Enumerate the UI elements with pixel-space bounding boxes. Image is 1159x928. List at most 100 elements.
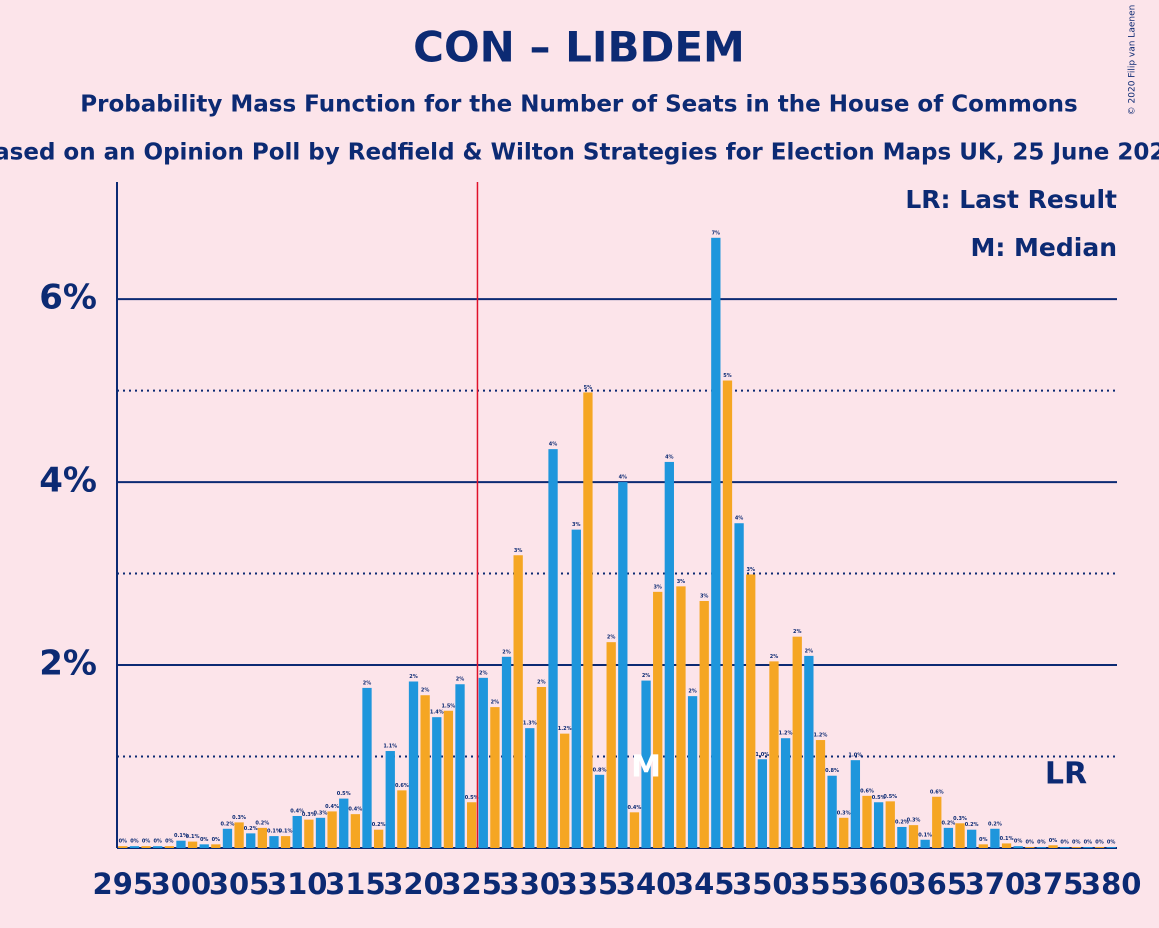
- value-label: 1.2%: [814, 733, 828, 739]
- value-label: 0.2%: [895, 819, 909, 825]
- value-label: 1.0%: [848, 753, 862, 759]
- value-label: 0.2%: [988, 821, 1002, 827]
- x-tick-label: 305: [209, 867, 270, 901]
- value-label: 0.4%: [628, 805, 642, 811]
- value-label: 2%: [805, 648, 814, 654]
- value-label: 0.1%: [1000, 836, 1014, 842]
- bar: [222, 828, 233, 848]
- x-tick-label: 355: [790, 867, 851, 901]
- bar: [850, 760, 861, 848]
- value-label: 0.5%: [883, 794, 897, 800]
- value-label: 2%: [688, 689, 697, 695]
- x-tick-label: 370: [965, 867, 1026, 901]
- bar: [292, 815, 302, 848]
- bar: [641, 680, 651, 848]
- value-label: 1.4%: [430, 710, 444, 716]
- value-label: 2%: [409, 674, 418, 680]
- legend-text: LR: Last Result: [905, 185, 1117, 214]
- bar: [1106, 847, 1116, 848]
- bar: [1083, 847, 1093, 848]
- bar: [141, 846, 151, 848]
- value-label: 5%: [584, 385, 593, 391]
- value-label: 0%: [1014, 839, 1023, 845]
- bar: [246, 833, 256, 848]
- bar: [804, 655, 814, 848]
- value-label: 0.1%: [918, 832, 932, 838]
- bar: [967, 829, 977, 848]
- bar: [397, 790, 407, 848]
- bar: [164, 846, 174, 848]
- chart-title: CON – LIBDEM: [413, 23, 745, 72]
- bar: [1048, 845, 1058, 848]
- value-label: 0%: [1095, 840, 1104, 846]
- bar: [606, 642, 616, 848]
- bar: [385, 751, 395, 848]
- value-label: 2%: [421, 688, 430, 694]
- bar: [408, 681, 419, 848]
- value-label: 0.1%: [279, 829, 293, 835]
- bar: [1094, 847, 1105, 848]
- x-tick-label: 380: [1081, 867, 1142, 901]
- chart-subtitle: Based on an Opinion Poll by Redfield & W…: [0, 140, 1159, 166]
- value-label: 2%: [642, 673, 651, 679]
- value-label: 5%: [723, 373, 732, 379]
- value-label: 2%: [537, 679, 546, 685]
- value-label: 1.3%: [523, 721, 537, 727]
- value-label: 1.0%: [755, 752, 769, 758]
- x-tick-label: 345: [674, 867, 735, 901]
- bar: [711, 237, 721, 849]
- value-label: 0%: [165, 839, 174, 845]
- last-result-label: LR: [1045, 757, 1087, 792]
- x-tick-label: 340: [616, 867, 677, 901]
- value-label: 0.3%: [837, 810, 851, 816]
- bar: [1036, 847, 1047, 848]
- value-label: 2%: [770, 654, 779, 660]
- bar: [676, 586, 686, 848]
- bar: [943, 827, 954, 848]
- bar: [455, 684, 465, 848]
- bar: [176, 840, 186, 848]
- credit: © 2020 Filip van Laenen: [1128, 5, 1138, 116]
- bar: [1001, 843, 1012, 848]
- value-label: 0.2%: [372, 822, 386, 828]
- value-label: 0%: [1072, 840, 1081, 846]
- bar: [211, 844, 221, 848]
- bar: [373, 829, 384, 848]
- value-label: 2%: [479, 670, 488, 676]
- value-label: 0.2%: [255, 820, 269, 826]
- bar: [501, 656, 512, 848]
- bar: [664, 461, 674, 848]
- bar: [560, 733, 570, 848]
- bar: [757, 759, 767, 848]
- value-label: 1.5%: [441, 703, 455, 709]
- x-tick-label: 295: [93, 867, 154, 901]
- bar: [571, 529, 581, 848]
- bar: [478, 677, 488, 848]
- bar: [443, 710, 454, 848]
- bar: [513, 555, 523, 848]
- value-label: 0%: [1107, 840, 1116, 846]
- bar: [722, 380, 733, 848]
- bar: [339, 798, 349, 848]
- bar: [525, 728, 535, 848]
- x-tick-label: 335: [558, 867, 619, 901]
- y-tick-label: 2%: [39, 644, 97, 684]
- x-tick-label: 310: [267, 867, 328, 901]
- value-label: 0.2%: [941, 820, 955, 826]
- value-label: 2%: [491, 700, 500, 706]
- value-label: 0%: [153, 839, 162, 845]
- value-label: 0%: [200, 837, 209, 843]
- value-label: 1.1%: [383, 744, 397, 750]
- value-label: 0.6%: [860, 788, 874, 794]
- value-label: 0.4%: [290, 808, 304, 814]
- x-tick-label: 330: [500, 867, 561, 901]
- bar: [257, 827, 267, 848]
- bar: [280, 836, 291, 848]
- bar: [618, 482, 628, 848]
- bar: [827, 775, 837, 848]
- value-label: 0%: [130, 839, 139, 845]
- bar: [769, 661, 779, 848]
- value-label: 3%: [746, 567, 755, 573]
- value-label: 0.4%: [325, 804, 339, 810]
